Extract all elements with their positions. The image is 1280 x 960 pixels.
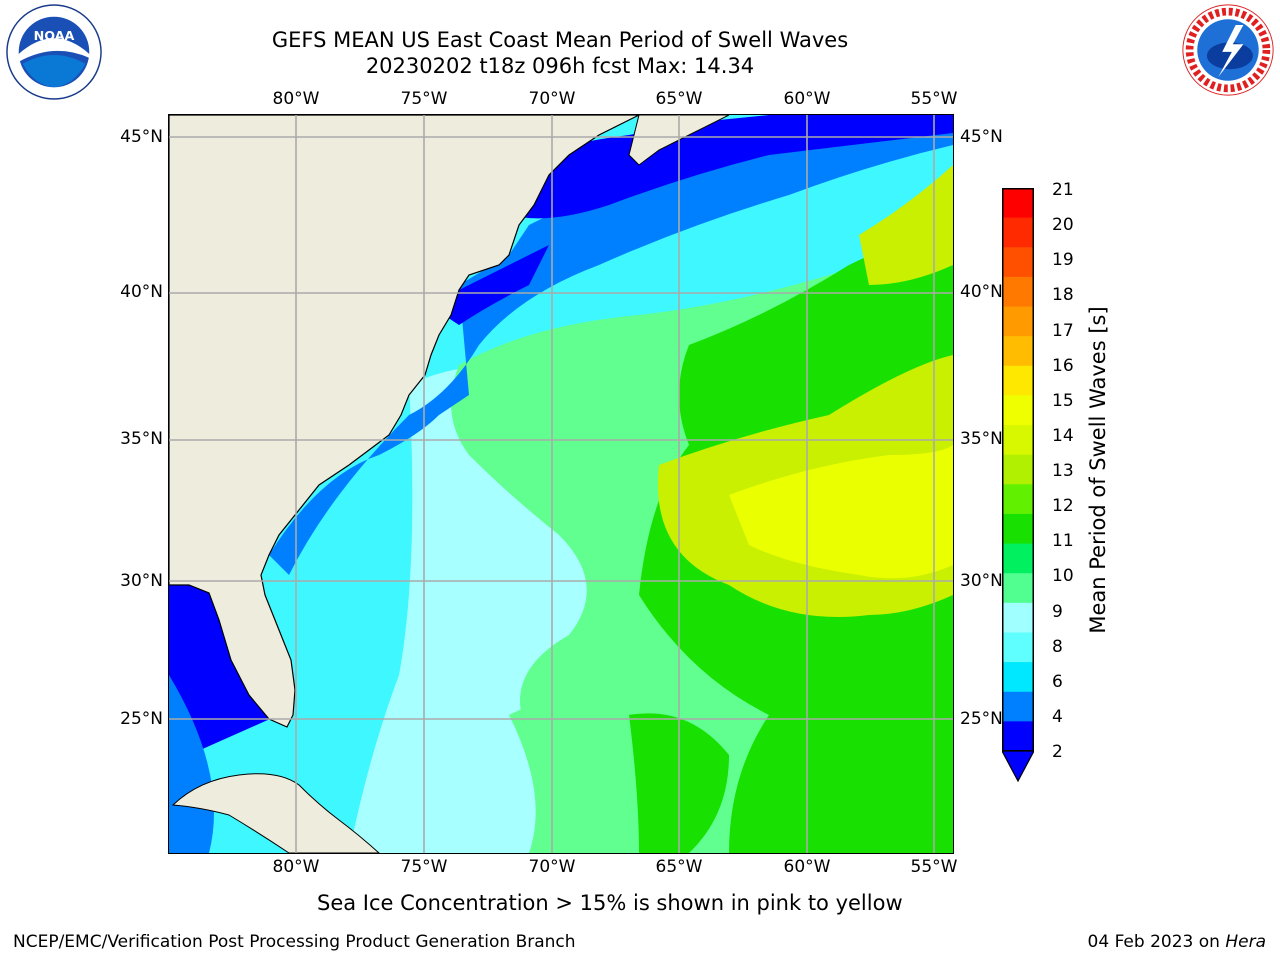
lat-label-left: 30°N (120, 571, 163, 591)
colorbar-cell (1002, 247, 1034, 278)
lat-label-right: 30°N (960, 571, 1003, 591)
colorbar-cell (1002, 691, 1034, 722)
lat-label-right: 25°N (960, 709, 1003, 729)
date-text: 04 Feb 2023 on Hera (1087, 932, 1266, 952)
lat-label-right: 40°N (960, 282, 1003, 302)
nws-logo-icon (1182, 4, 1274, 96)
lon-label-top: 75°W (400, 89, 448, 109)
colorbar (1002, 188, 1034, 782)
chart-subtitle: 20230202 t18z 096h fcst Max: 14.34 (365, 54, 755, 78)
colorbar-cell (1002, 632, 1034, 663)
colorbar-label: Mean Period of Swell Waves [s] (1086, 306, 1110, 634)
colorbar-cell (1002, 543, 1034, 574)
colorbar-tick-label: 2 (1052, 742, 1063, 762)
lon-label-bottom: 75°W (400, 857, 448, 877)
swell-period-map (168, 114, 954, 854)
colorbar-tick-label: 21 (1052, 180, 1074, 200)
lon-label-bottom: 60°W (783, 857, 831, 877)
colorbar-tick-label: 12 (1052, 496, 1074, 517)
noaa-logo-text: NOAA (34, 29, 75, 44)
lon-label-bottom: 70°W (528, 857, 576, 877)
lat-label-left: 25°N (120, 709, 163, 729)
colorbar-tick-label: 11 (1052, 531, 1074, 552)
colorbar-cell (1002, 188, 1034, 219)
lon-label-top: 65°W (655, 89, 703, 109)
colorbar-tick-label: 17 (1052, 320, 1074, 341)
colorbar-cell (1002, 721, 1034, 752)
colorbar-cell (1002, 217, 1034, 248)
lat-label-right: 35°N (960, 429, 1003, 449)
colorbar-cell (1002, 573, 1034, 604)
colorbar-tick-label: 19 (1052, 250, 1074, 271)
colorbar-cell (1002, 336, 1034, 367)
colorbar-tick-label: 9 (1052, 601, 1063, 622)
colorbar-tick-label: 18 (1052, 285, 1074, 306)
colorbar-tick-label: 8 (1052, 636, 1063, 657)
lon-label-bottom: 55°W (910, 857, 958, 877)
graticule (169, 115, 953, 853)
colorbar-cell (1002, 365, 1034, 397)
colorbar-cell (1002, 513, 1034, 545)
colorbar-cell (1002, 395, 1034, 426)
colorbar-tick-label: 16 (1052, 355, 1074, 376)
colorbar-cell (1002, 454, 1034, 485)
colorbar-cell (1002, 662, 1034, 693)
lon-label-top: 55°W (910, 89, 958, 109)
credit-text: NCEP/EMC/Verification Post Processing Pr… (13, 932, 576, 952)
colorbar-tick-label: 4 (1052, 706, 1063, 727)
lat-label-left: 40°N (120, 282, 163, 302)
colorbar-cell (1002, 484, 1034, 515)
lat-label-left: 45°N (120, 127, 163, 147)
noaa-logo-icon: NOAA (6, 4, 102, 100)
lon-label-bottom: 65°W (655, 857, 703, 877)
colorbar-cell (1002, 602, 1034, 634)
lon-label-top: 80°W (272, 89, 320, 109)
colorbar-tick-label: 10 (1052, 566, 1074, 587)
colorbar-tick-label: 15 (1052, 390, 1074, 411)
lat-label-left: 35°N (120, 429, 163, 449)
lon-label-top: 70°W (528, 89, 576, 109)
colorbar-tick-label: 13 (1052, 461, 1074, 481)
sea-ice-note: Sea Ice Concentration > 15% is shown in … (317, 891, 903, 915)
chart-title: GEFS MEAN US East Coast Mean Period of S… (271, 28, 849, 52)
lon-label-top: 60°W (783, 89, 831, 109)
lon-label-bottom: 80°W (272, 857, 320, 877)
colorbar-tick-label: 6 (1052, 671, 1063, 692)
colorbar-tick-label: 14 (1052, 425, 1074, 446)
colorbar-cell (1002, 425, 1034, 456)
colorbar-tick-label: 20 (1052, 215, 1074, 236)
colorbar-cell (1002, 276, 1034, 308)
colorbar-cell (1002, 306, 1034, 337)
machine-name: Hera (1225, 932, 1266, 952)
lat-label-right: 45°N (960, 127, 1003, 147)
